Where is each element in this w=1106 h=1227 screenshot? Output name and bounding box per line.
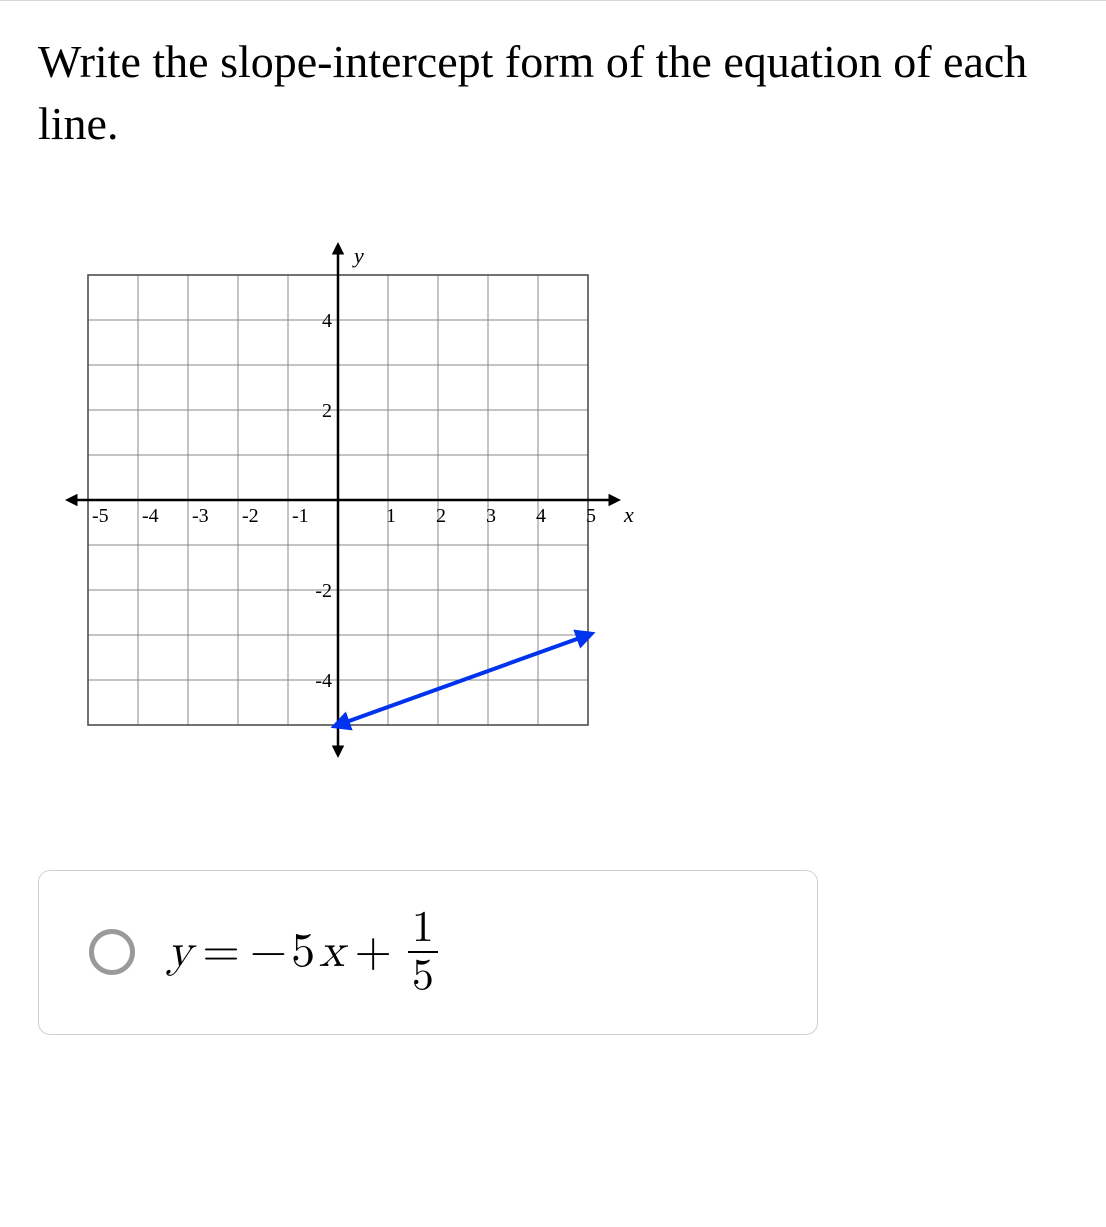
eq-coef: 5 <box>291 923 315 981</box>
eq-var: x <box>319 923 344 981</box>
svg-text:-1: -1 <box>292 505 309 527</box>
svg-text:-2: -2 <box>242 505 259 527</box>
eq-plus: + <box>348 923 397 981</box>
eq-fraction: 1 5 <box>408 905 438 999</box>
svg-text:x: x <box>623 502 634 527</box>
frac-num: 1 <box>408 905 438 951</box>
svg-text:3: 3 <box>486 505 496 527</box>
chart-svg: -5 -4 -3 -2 -1 1 2 3 4 5 -4 -2 2 4 y x <box>38 235 638 775</box>
frac-den: 5 <box>408 953 438 999</box>
svg-text:-5: -5 <box>92 505 109 527</box>
svg-text:-3: -3 <box>192 505 209 527</box>
svg-text:2: 2 <box>322 400 332 422</box>
svg-text:1: 1 <box>386 505 396 527</box>
eq-neg: − <box>250 923 287 981</box>
svg-text:4: 4 <box>322 310 332 332</box>
eq-lhs: y <box>167 923 192 981</box>
answer-option[interactable]: y = −5x + 1 5 <box>38 870 818 1034</box>
svg-text:2: 2 <box>436 505 446 527</box>
svg-text:y: y <box>352 243 364 268</box>
radio-icon[interactable] <box>89 929 135 975</box>
svg-text:5: 5 <box>586 505 596 527</box>
answer-equation: y = −5x + 1 5 <box>167 905 438 999</box>
question-text: Write the slope-intercept form of the eq… <box>38 31 1076 155</box>
svg-text:-4: -4 <box>142 505 159 527</box>
chart-container: -5 -4 -3 -2 -1 1 2 3 4 5 -4 -2 2 4 y x <box>38 235 638 780</box>
svg-text:-2: -2 <box>315 580 332 602</box>
svg-text:-4: -4 <box>315 670 332 692</box>
svg-text:4: 4 <box>536 505 546 527</box>
eq-equals: = <box>196 923 245 981</box>
